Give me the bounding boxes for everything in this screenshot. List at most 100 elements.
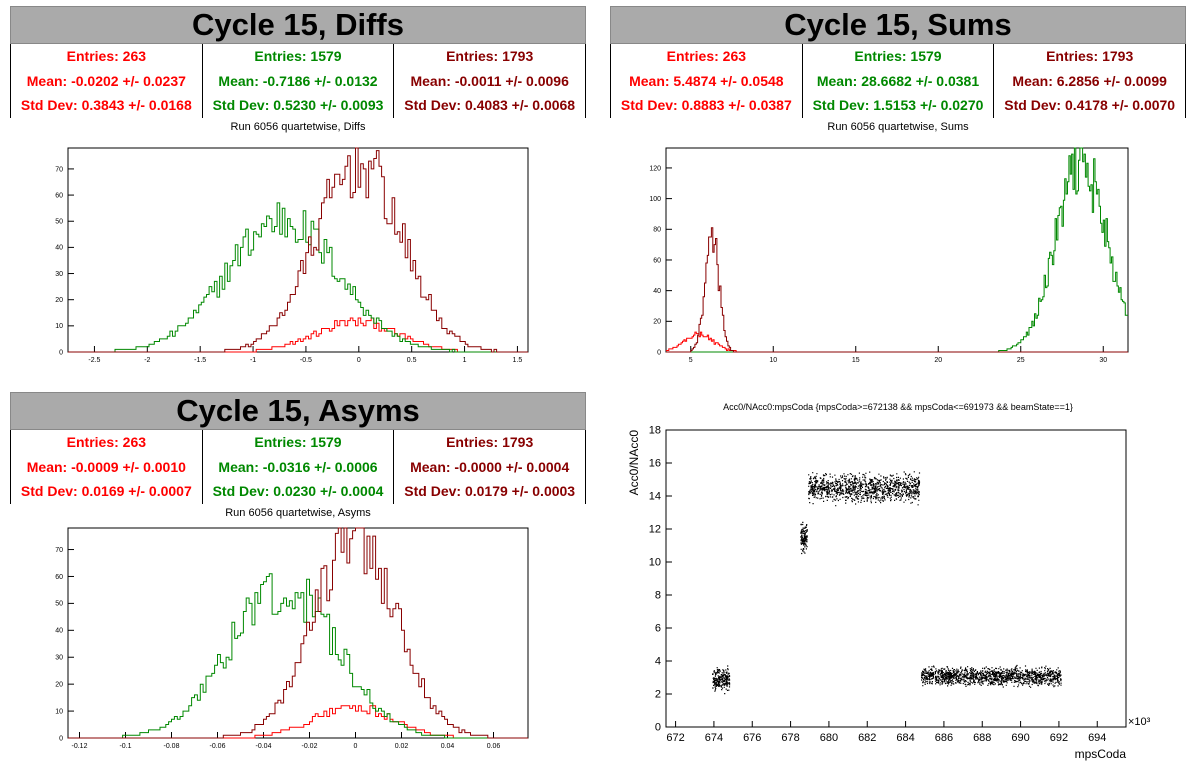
plot-frame [665, 147, 1129, 353]
x-tick-label: -0.06 [210, 743, 226, 750]
x-tick-label: -0.08 [164, 743, 180, 750]
scatter-cluster [800, 521, 808, 555]
x-tick-label: 0 [354, 743, 358, 750]
x-tick-label: 684 [896, 732, 914, 744]
mean-text: Mean: -0.7186 +/- 0.0132 [218, 72, 378, 89]
histogram-series-2 [68, 573, 528, 739]
y-tick-label: 14 [649, 491, 661, 503]
y-tick-label: 30 [55, 655, 63, 662]
y-tick-label: 8 [655, 590, 661, 602]
y-tick-label: 0 [59, 735, 63, 742]
x-tick-label: -0.04 [256, 743, 272, 750]
y-tick-label: 60 [55, 192, 63, 199]
mean-text: Mean: 6.2856 +/- 0.0099 [1012, 72, 1167, 89]
diffs-title: Cycle 15, Diffs [10, 6, 586, 44]
sums-subtitle: Run 6056 quartetwise, Sums [827, 121, 969, 133]
histogram-series-1 [68, 705, 528, 739]
mean-text: Mean: -0.0011 +/- 0.0096 [410, 72, 569, 89]
x-tick-label: 674 [705, 732, 723, 744]
scatter-cluster [808, 471, 921, 507]
std-text: Std Dev: 0.0179 +/- 0.0003 [404, 483, 576, 499]
histogram-series-2 [68, 202, 528, 353]
entries-text: Entries: 263 [666, 48, 747, 64]
entries-text: Entries: 1579 [854, 48, 942, 64]
y-tick-label: 10 [649, 557, 661, 569]
y-tick-label: 2 [655, 689, 661, 701]
y-tick-label: 60 [55, 574, 63, 581]
x-tick-label: -0.5 [300, 357, 312, 364]
y-tick-label: 0 [657, 349, 661, 356]
y-tick-label: 20 [55, 681, 63, 688]
x-tick-label: 1 [463, 357, 467, 364]
asyms-title: Cycle 15, Asyms [10, 392, 586, 430]
std-text: Std Dev: 0.4083 +/- 0.0068 [404, 97, 576, 113]
x-tick-label: 678 [781, 732, 799, 744]
stats-green: Entries: 1579 Mean: -0.0316 +/- 0.0006 S… [203, 430, 395, 504]
x-tick-label: 686 [935, 732, 953, 744]
scatter-cluster [712, 665, 731, 695]
x-tick-label: -1.5 [194, 357, 206, 364]
x-tick-label: -0.12 [72, 743, 88, 750]
y-tick-label: 80 [653, 227, 661, 234]
std-text: Std Dev: 0.4178 +/- 0.0070 [1004, 97, 1176, 113]
x-tick-label: 1.5 [513, 357, 523, 364]
plot-frame [67, 147, 529, 353]
y-tick-label: 20 [653, 319, 661, 326]
std-text: Std Dev: 0.3843 +/- 0.0168 [20, 97, 192, 113]
y-tick-label: 100 [649, 196, 661, 203]
std-text: Std Dev: 0.0169 +/- 0.0007 [20, 483, 192, 499]
scatter-cluster [921, 664, 1062, 688]
x-tick-label: 676 [743, 732, 761, 744]
stats-red: Entries: 263 Mean: 5.4874 +/- 0.0548 Std… [611, 44, 803, 118]
y-axis-label: Acc0/NAcc0 [627, 430, 641, 496]
mean-text: Mean: 5.4874 +/- 0.0548 [629, 72, 784, 89]
entries-text: Entries: 1579 [254, 434, 342, 450]
x-tick-label: 20 [934, 357, 942, 364]
mean-text: Mean: 28.6682 +/- 0.0381 [816, 72, 980, 89]
asyms-stats: Entries: 263 Mean: -0.0009 +/- 0.0010 St… [10, 430, 586, 504]
y-tick-label: 40 [55, 628, 63, 635]
y-tick-label: 18 [649, 425, 661, 437]
x-tick-label: 30 [1099, 357, 1107, 364]
scatter-title: Acc0/NAcc0:mpsCoda {mpsCoda>=672138 && m… [723, 402, 1073, 412]
diffs-histogram: -2.5 -2 -1.5 -1 -0.5 0 0.5 1 1.5 0 10 20 30 40 50 60 70 [55, 147, 529, 364]
entries-text: Entries: 263 [66, 434, 147, 450]
mean-text: Mean: -0.0009 +/- 0.0010 [26, 458, 186, 475]
x-tick-label: 680 [820, 732, 838, 744]
x-tick-label: 15 [852, 357, 860, 364]
sums-title: Cycle 15, Sums [610, 6, 1186, 44]
x-axis-exponent: ×10³ [1128, 716, 1151, 728]
y-tick-label: 40 [653, 288, 661, 295]
x-tick-label: 0.06 [487, 743, 501, 750]
y-tick-label: 4 [655, 656, 661, 668]
diffs-stats: Entries: 263 Mean: -0.0202 +/- 0.0237 St… [10, 44, 586, 118]
stats-red: Entries: 263 Mean: -0.0202 +/- 0.0237 St… [11, 44, 203, 118]
std-text: Std Dev: 1.5153 +/- 0.0270 [812, 97, 984, 113]
y-tick-label: 70 [55, 547, 63, 554]
y-tick-label: 6 [655, 623, 661, 635]
stats-green: Entries: 1579 Mean: 28.6682 +/- 0.0381 S… [803, 44, 995, 118]
plot-frame [67, 527, 529, 739]
entries-text: Entries: 1793 [446, 434, 534, 450]
histogram-series-2 [666, 147, 1128, 353]
x-tick-label: -0.02 [302, 743, 318, 750]
x-tick-label: -0.1 [119, 743, 131, 750]
sums-stats: Entries: 263 Mean: 5.4874 +/- 0.0548 Std… [610, 44, 1186, 118]
y-tick-label: 16 [649, 458, 661, 470]
histogram-series-3 [68, 527, 528, 739]
y-tick-label: 10 [55, 323, 63, 330]
x-tick-label: 694 [1088, 732, 1106, 744]
x-tick-label: 10 [769, 357, 777, 364]
sums-histogram: 5 10 15 20 25 30 0 20 40 60 80 100 120 [649, 147, 1129, 364]
y-tick-label: 50 [55, 601, 63, 608]
y-tick-label: 120 [649, 165, 661, 172]
x-axis-label: mpsCoda [1075, 747, 1127, 761]
x-tick-label: 25 [1017, 357, 1025, 364]
diffs-subtitle: Run 6056 quartetwise, Diffs [230, 121, 366, 133]
entries-text: Entries: 1793 [446, 48, 534, 64]
entries-text: Entries: 263 [66, 48, 147, 64]
plot-frame [665, 429, 1127, 728]
scatter-plot: 672 674 676 678 680 682 684 686 688 690 692 694 0 2 4 6… [627, 425, 1151, 761]
x-tick-label: 5 [689, 357, 693, 364]
x-tick-label: 0.04 [441, 743, 455, 750]
